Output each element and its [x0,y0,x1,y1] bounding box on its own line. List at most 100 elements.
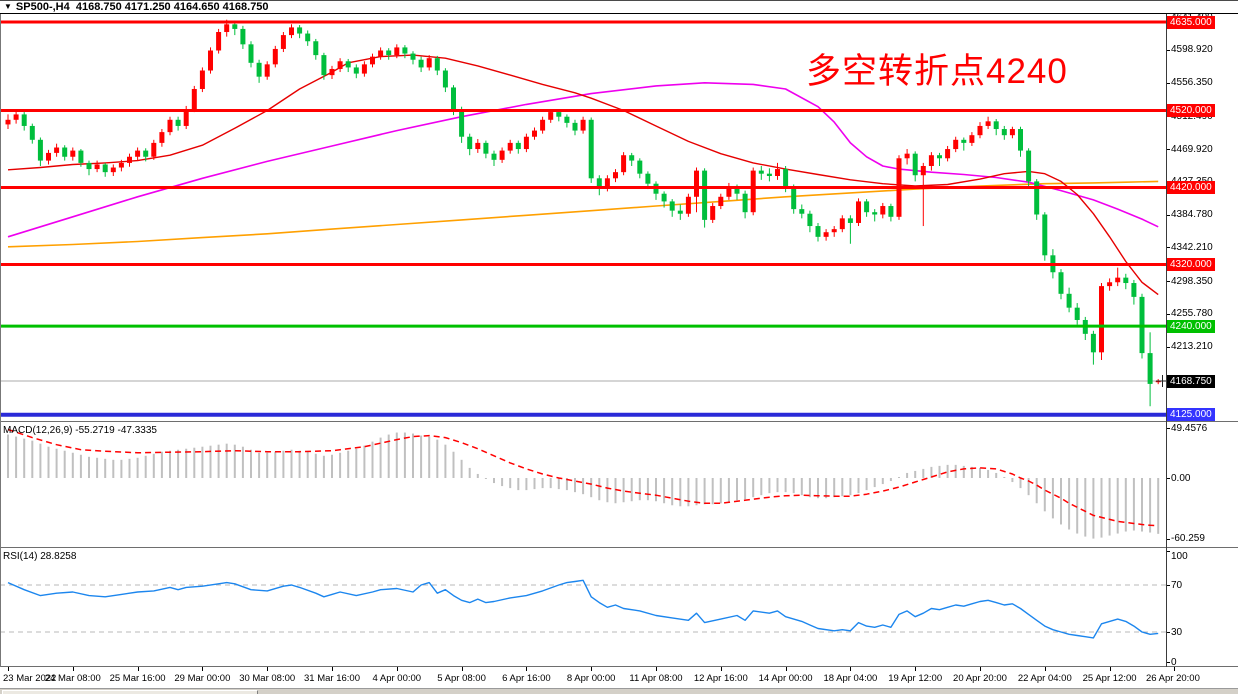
candle [904,149,910,165]
candle [564,114,570,128]
scrollbar-thumb[interactable] [2,690,258,694]
candle [78,149,84,167]
candle [742,190,748,219]
time-axis-tick [1044,667,1046,671]
candle [297,25,303,39]
candle [110,164,116,176]
ma-mid-magenta [7,82,1159,238]
candle [961,137,967,151]
rsi-axis-tick: 30 [1171,626,1183,638]
candle [613,169,618,183]
candle [289,24,294,39]
rsi-axis-tick: 100 [1171,551,1188,562]
candle [62,145,68,161]
axis-tick-mark [1166,428,1170,430]
candle [13,111,19,124]
candle [143,148,149,162]
rsi-line [7,579,1159,639]
ma-fast-red [7,54,1159,296]
candle [629,152,635,166]
candle [515,140,521,154]
candle [499,147,505,163]
candle [94,160,100,173]
price-axis-tick: 4255.780 [1171,308,1213,320]
candle [151,139,157,160]
candle [305,30,311,46]
candle [394,44,400,59]
rsi-plot-canvas[interactable] [0,549,1166,666]
candle [46,149,51,165]
candle [118,159,124,172]
time-axis-label: 25 Mar 16:00 [109,673,166,684]
macd-axis-tick: -60.259 [1171,533,1205,545]
price-level-label: 4520.000 [1167,104,1215,118]
current-price-label: 4168.750 [1167,374,1215,388]
candle [815,222,821,242]
time-axis-label: 30 Mar 08:00 [239,673,296,684]
candle [37,137,43,166]
candle [677,204,683,220]
axis-tick-mark [1166,49,1170,51]
rsi-pane[interactable]: RSI(14) 28.8258 100 70 30 0 [0,549,1238,668]
candle [928,152,934,171]
time-axis-tick [396,667,398,671]
price-plot-canvas[interactable] [0,14,1166,421]
time-axis-label: 22 Apr 04:00 [1017,673,1072,684]
candle [985,116,991,130]
symbol-period-label: SP500-,H4 [15,1,70,13]
time-axis[interactable]: 23 Mar 2022 24 Mar 08:00 25 Mar 16:00 29 Ma… [0,667,1238,688]
candle [977,122,983,139]
symbol-dropdown-icon[interactable]: ▼ [4,2,12,11]
pane-separator [0,666,1238,667]
candle [572,119,578,136]
candle [264,61,270,80]
rsi-label: RSI(14) 28.8258 [3,551,77,562]
price-axis-tick: 4469.920 [1171,143,1213,155]
ma-slow-orange [7,180,1159,248]
candle [588,117,594,183]
price-level-label: 4125.000 [1167,408,1215,422]
time-axis-tick [332,667,333,671]
candle [386,48,392,60]
macd-plot-canvas[interactable] [0,423,1166,547]
candle [361,61,367,77]
pane-separator[interactable] [0,547,1238,548]
main-price-pane[interactable]: 4641.4904598.9204556.3504512.4904469.920… [0,12,1238,422]
axis-tick-mark [1166,281,1170,283]
time-axis-tick [72,667,74,671]
candle [378,47,384,60]
candle [888,203,894,222]
candle [426,55,432,71]
time-axis-tick [1174,667,1176,671]
time-axis-label: 11 Apr 08:00 [629,673,683,684]
time-axis-label: 5 Apr 08:00 [437,673,486,684]
candle [847,215,853,244]
axis-tick-mark [1166,662,1170,663]
macd-axis-tick: 49.4576 [1171,422,1208,434]
candle [191,85,197,113]
price-axis-tick: 4298.350 [1171,275,1213,287]
candle [872,209,878,222]
horizontal-scrollbar[interactable] [0,688,1238,694]
price-level-label: 4320.000 [1167,258,1215,272]
time-axis-tick [137,667,139,671]
candle [523,133,529,153]
candle [1147,332,1153,407]
time-axis-label: 31 Mar 16:00 [304,673,360,684]
candle [491,150,497,166]
candle [410,51,416,65]
time-axis-label: 25 Apr 12:00 [1082,673,1137,684]
candle [766,168,772,182]
candle [1082,316,1088,341]
axis-tick-mark [1166,478,1170,479]
pane-separator[interactable] [0,421,1238,422]
candle [1115,267,1121,287]
macd-pane[interactable]: MACD(12,26,9) -55.2719 -47.3335 49.4576 0… [0,423,1238,547]
time-axis-label: 8 Apr 00:00 [566,673,616,684]
candle [969,132,975,146]
candle [912,151,918,182]
time-axis-tick [785,667,787,671]
ohlc-readout: 4168.750 4171.250 4164.650 4168.750 [75,1,269,13]
candle [953,136,959,153]
